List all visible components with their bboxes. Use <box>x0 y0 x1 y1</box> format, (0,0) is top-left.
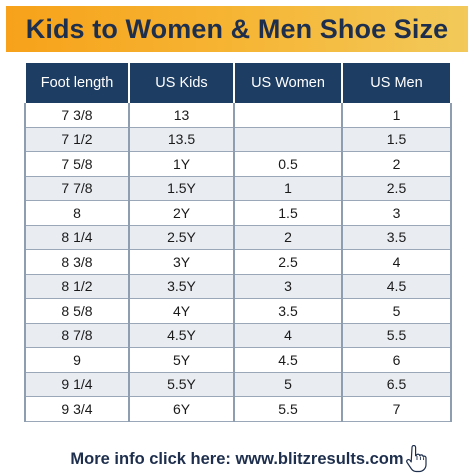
cell-us-women <box>233 103 343 128</box>
table-row: 7 7/8 1.5Y 1 2.5 <box>24 176 452 201</box>
cell-us-kids: 1.5Y <box>128 176 235 201</box>
table-row: 8 7/8 4.5Y 4 5.5 <box>24 323 452 348</box>
cell-us-kids: 2.5Y <box>128 225 235 250</box>
cell-foot-length: 8 1/2 <box>24 274 130 299</box>
cell-foot-length: 8 1/4 <box>24 225 130 250</box>
cell-us-women <box>233 127 343 152</box>
cell-us-kids: 3.5Y <box>128 274 235 299</box>
table-row: 8 3/8 3Y 2.5 4 <box>24 249 452 275</box>
cell-us-women: 2 <box>233 225 343 250</box>
table-row: 8 5/8 4Y 3.5 5 <box>24 298 452 324</box>
cell-us-men: 3.5 <box>341 225 452 250</box>
cell-us-kids: 2Y <box>128 200 235 226</box>
cell-us-kids: 13 <box>128 103 235 128</box>
cell-us-men: 5 <box>341 298 452 324</box>
cell-foot-length: 9 <box>24 347 130 373</box>
cell-us-men: 6.5 <box>341 372 452 397</box>
cell-us-women: 2.5 <box>233 249 343 275</box>
cell-foot-length: 9 1/4 <box>24 372 130 397</box>
footer[interactable]: More info click here: www.blitzresults.c… <box>0 444 474 474</box>
cell-us-kids: 1Y <box>128 151 235 177</box>
cell-us-men: 5.5 <box>341 323 452 348</box>
page-title: Kids to Women & Men Shoe Size <box>25 13 449 44</box>
cell-foot-length: 8 <box>24 200 130 226</box>
table-row: 9 5Y 4.5 6 <box>24 347 452 373</box>
cell-foot-length: 8 7/8 <box>24 323 130 348</box>
header-us-men: US Men <box>341 63 452 103</box>
cell-us-men: 4 <box>341 249 452 275</box>
cell-us-kids: 4Y <box>128 298 235 324</box>
hand-pointer-icon <box>406 445 427 473</box>
cell-us-men: 2 <box>341 151 452 177</box>
table-row: 8 1/4 2.5Y 2 3.5 <box>24 225 452 250</box>
header-us-kids: US Kids <box>128 63 235 103</box>
cell-us-kids: 4.5Y <box>128 323 235 348</box>
cell-us-women: 5.5 <box>233 396 343 422</box>
cell-foot-length: 7 7/8 <box>24 176 130 201</box>
cell-us-men: 1.5 <box>341 127 452 152</box>
cell-us-men: 6 <box>341 347 452 373</box>
cell-foot-length: 7 3/8 <box>24 103 130 128</box>
table-row: 7 3/8 13 1 <box>24 103 452 128</box>
table-body: 7 3/8 13 1 7 1/2 13.5 1.5 7 5/8 1Y 0.5 2 7 7/8 1.5Y… <box>24 103 452 422</box>
footer-link[interactable]: More info click here: www.blitzresults.c… <box>70 449 404 468</box>
cell-us-men: 1 <box>341 103 452 128</box>
table-row: 9 3/4 6Y 5.5 7 <box>24 396 452 422</box>
cell-us-women: 5 <box>233 372 343 397</box>
title-banner: Kids to Women & Men Shoe Size <box>6 6 468 52</box>
cell-us-kids: 3Y <box>128 249 235 275</box>
cell-us-women: 1.5 <box>233 200 343 226</box>
cell-us-women: 0.5 <box>233 151 343 177</box>
cell-us-kids: 5.5Y <box>128 372 235 397</box>
shoe-size-table: Foot length US Kids US Women US Men 7 3/… <box>24 63 452 422</box>
cell-us-women: 3 <box>233 274 343 299</box>
cell-us-women: 4 <box>233 323 343 348</box>
header-foot-length: Foot length <box>24 63 130 103</box>
table-row: 9 1/4 5.5Y 5 6.5 <box>24 372 452 397</box>
header-us-women: US Women <box>233 63 343 103</box>
cell-foot-length: 8 5/8 <box>24 298 130 324</box>
cell-foot-length: 9 3/4 <box>24 396 130 422</box>
cell-us-women: 3.5 <box>233 298 343 324</box>
cell-us-women: 4.5 <box>233 347 343 373</box>
cell-foot-length: 7 5/8 <box>24 151 130 177</box>
cell-us-kids: 5Y <box>128 347 235 373</box>
cell-us-men: 7 <box>341 396 452 422</box>
table-row: 8 1/2 3.5Y 3 4.5 <box>24 274 452 299</box>
cell-us-men: 3 <box>341 200 452 226</box>
cell-us-kids: 13.5 <box>128 127 235 152</box>
cell-us-kids: 6Y <box>128 396 235 422</box>
table-header-row: Foot length US Kids US Women US Men <box>24 63 452 103</box>
cell-foot-length: 8 3/8 <box>24 249 130 275</box>
table-row: 7 1/2 13.5 1.5 <box>24 127 452 152</box>
cell-us-women: 1 <box>233 176 343 201</box>
table-row: 7 5/8 1Y 0.5 2 <box>24 151 452 177</box>
cell-us-men: 4.5 <box>341 274 452 299</box>
table-row: 8 2Y 1.5 3 <box>24 200 452 226</box>
cell-foot-length: 7 1/2 <box>24 127 130 152</box>
cell-us-men: 2.5 <box>341 176 452 201</box>
